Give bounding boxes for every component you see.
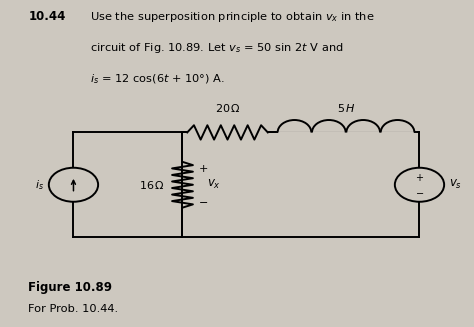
Text: For Prob. 10.44.: For Prob. 10.44.: [28, 304, 118, 314]
Text: $i_s$ = 12 cos(6$t$ + 10°) A.: $i_s$ = 12 cos(6$t$ + 10°) A.: [90, 72, 225, 86]
Circle shape: [395, 168, 444, 202]
Text: $16\,\Omega$: $16\,\Omega$: [139, 179, 165, 191]
Text: $+$: $+$: [198, 163, 208, 174]
Text: $-$: $-$: [415, 187, 424, 197]
Text: $-$: $-$: [198, 196, 208, 206]
Text: Figure 10.89: Figure 10.89: [28, 281, 112, 294]
Text: $v_x$: $v_x$: [207, 178, 221, 191]
Text: circuit of Fig. 10.89. Let $v_s$ = 50 sin 2$t$ V and: circuit of Fig. 10.89. Let $v_s$ = 50 si…: [90, 41, 344, 55]
Text: Use the superposition principle to obtain $v_x$ in the: Use the superposition principle to obtai…: [90, 10, 374, 24]
Text: 10.44: 10.44: [28, 10, 66, 23]
Text: $5\,H$: $5\,H$: [337, 102, 356, 114]
Text: $v_s$: $v_s$: [449, 178, 462, 191]
Text: $+$: $+$: [415, 172, 424, 183]
Circle shape: [49, 168, 98, 202]
Text: $i_s$: $i_s$: [35, 178, 44, 192]
Text: $20\,\Omega$: $20\,\Omega$: [215, 102, 240, 114]
